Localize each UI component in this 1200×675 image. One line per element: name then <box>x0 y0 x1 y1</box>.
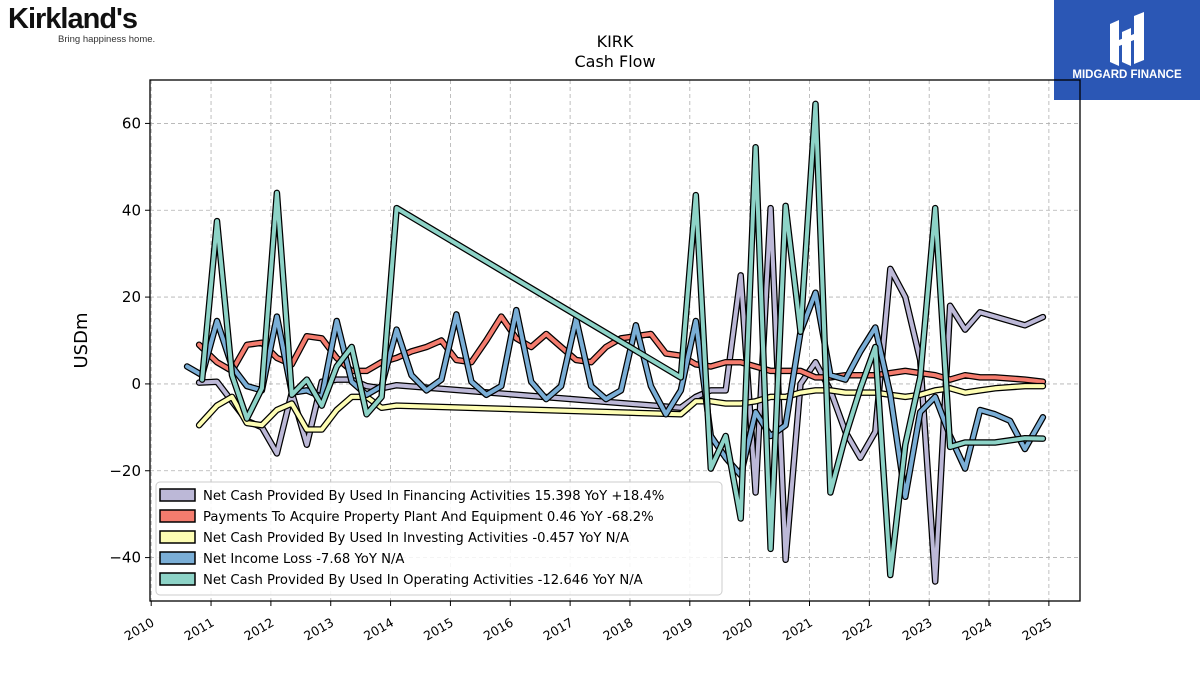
plot-frame <box>149 79 1081 602</box>
x-tick-label: 2023 <box>900 615 935 644</box>
legend-swatch <box>159 572 196 586</box>
series-lines <box>183 100 1047 585</box>
series-line <box>197 206 1045 584</box>
kirklands-logo: Kirkland's Bring happiness home. <box>8 4 168 50</box>
kirklands-wordmark: Kirkland's <box>8 3 138 35</box>
series-3 <box>183 289 1047 501</box>
y-tick-label: 20 <box>122 288 141 306</box>
legend-swatch <box>159 488 196 502</box>
x-tick-label: 2018 <box>600 615 635 644</box>
x-tick-label: 2015 <box>421 615 456 644</box>
legend-box <box>155 481 723 596</box>
x-tick-label: 2019 <box>660 615 695 644</box>
x-tick-label: 2013 <box>301 615 336 644</box>
y-tick-label: 0 <box>131 375 141 393</box>
legend-entry: Payments To Acquire Property Plant And E… <box>203 510 654 525</box>
x-tick-label: 2024 <box>959 615 994 644</box>
x-tick-label: 2012 <box>241 615 276 644</box>
y-tick-label: −40 <box>109 549 141 567</box>
y-tick-label: 60 <box>122 114 141 132</box>
legend-entry: Net Cash Provided By Used In Operating A… <box>203 573 643 588</box>
series-0 <box>195 204 1047 585</box>
midgard-logo-icon <box>1110 12 1144 66</box>
y-tick-label: −20 <box>109 462 141 480</box>
x-tick-label: 2011 <box>181 615 216 644</box>
midgard-finance-logo: MIDGARD FINANCE <box>1054 0 1200 100</box>
y-tick-label: 40 <box>122 201 141 219</box>
chart-subtitle: Cash Flow <box>574 52 656 71</box>
series-line <box>200 101 1045 577</box>
x-tick-label: 2022 <box>840 615 875 644</box>
legend-entry: Net Cash Provided By Used In Financing A… <box>203 489 664 504</box>
midgard-finance-name: MIDGARD FINANCE <box>1072 69 1182 81</box>
x-tick-label: 2010 <box>122 615 157 644</box>
legend-swatch <box>159 509 196 523</box>
series-line <box>185 290 1045 499</box>
series-4 <box>198 100 1047 579</box>
x-tick-label: 2017 <box>541 615 576 644</box>
legend-entry: Net Income Loss -7.68 YoY N/A <box>203 552 404 567</box>
y-axis-label: USDm <box>71 313 92 369</box>
legend-entry: Net Cash Provided By Used In Investing A… <box>203 531 629 546</box>
x-tick-label: 2016 <box>481 615 516 644</box>
legend-swatch <box>159 551 196 565</box>
x-tick-label: 2014 <box>361 615 396 644</box>
x-tick-label: 2020 <box>720 615 755 644</box>
x-tick-label: 2021 <box>780 615 815 644</box>
legend-swatch <box>159 530 196 544</box>
legend: Net Cash Provided By Used In Financing A… <box>155 481 723 596</box>
kirklands-tagline: Bring happiness home. <box>58 34 156 45</box>
chart-title: KIRK <box>596 32 634 51</box>
chart-title-block: KIRK Cash Flow <box>415 32 815 72</box>
x-tick-label: 2025 <box>1019 615 1054 644</box>
